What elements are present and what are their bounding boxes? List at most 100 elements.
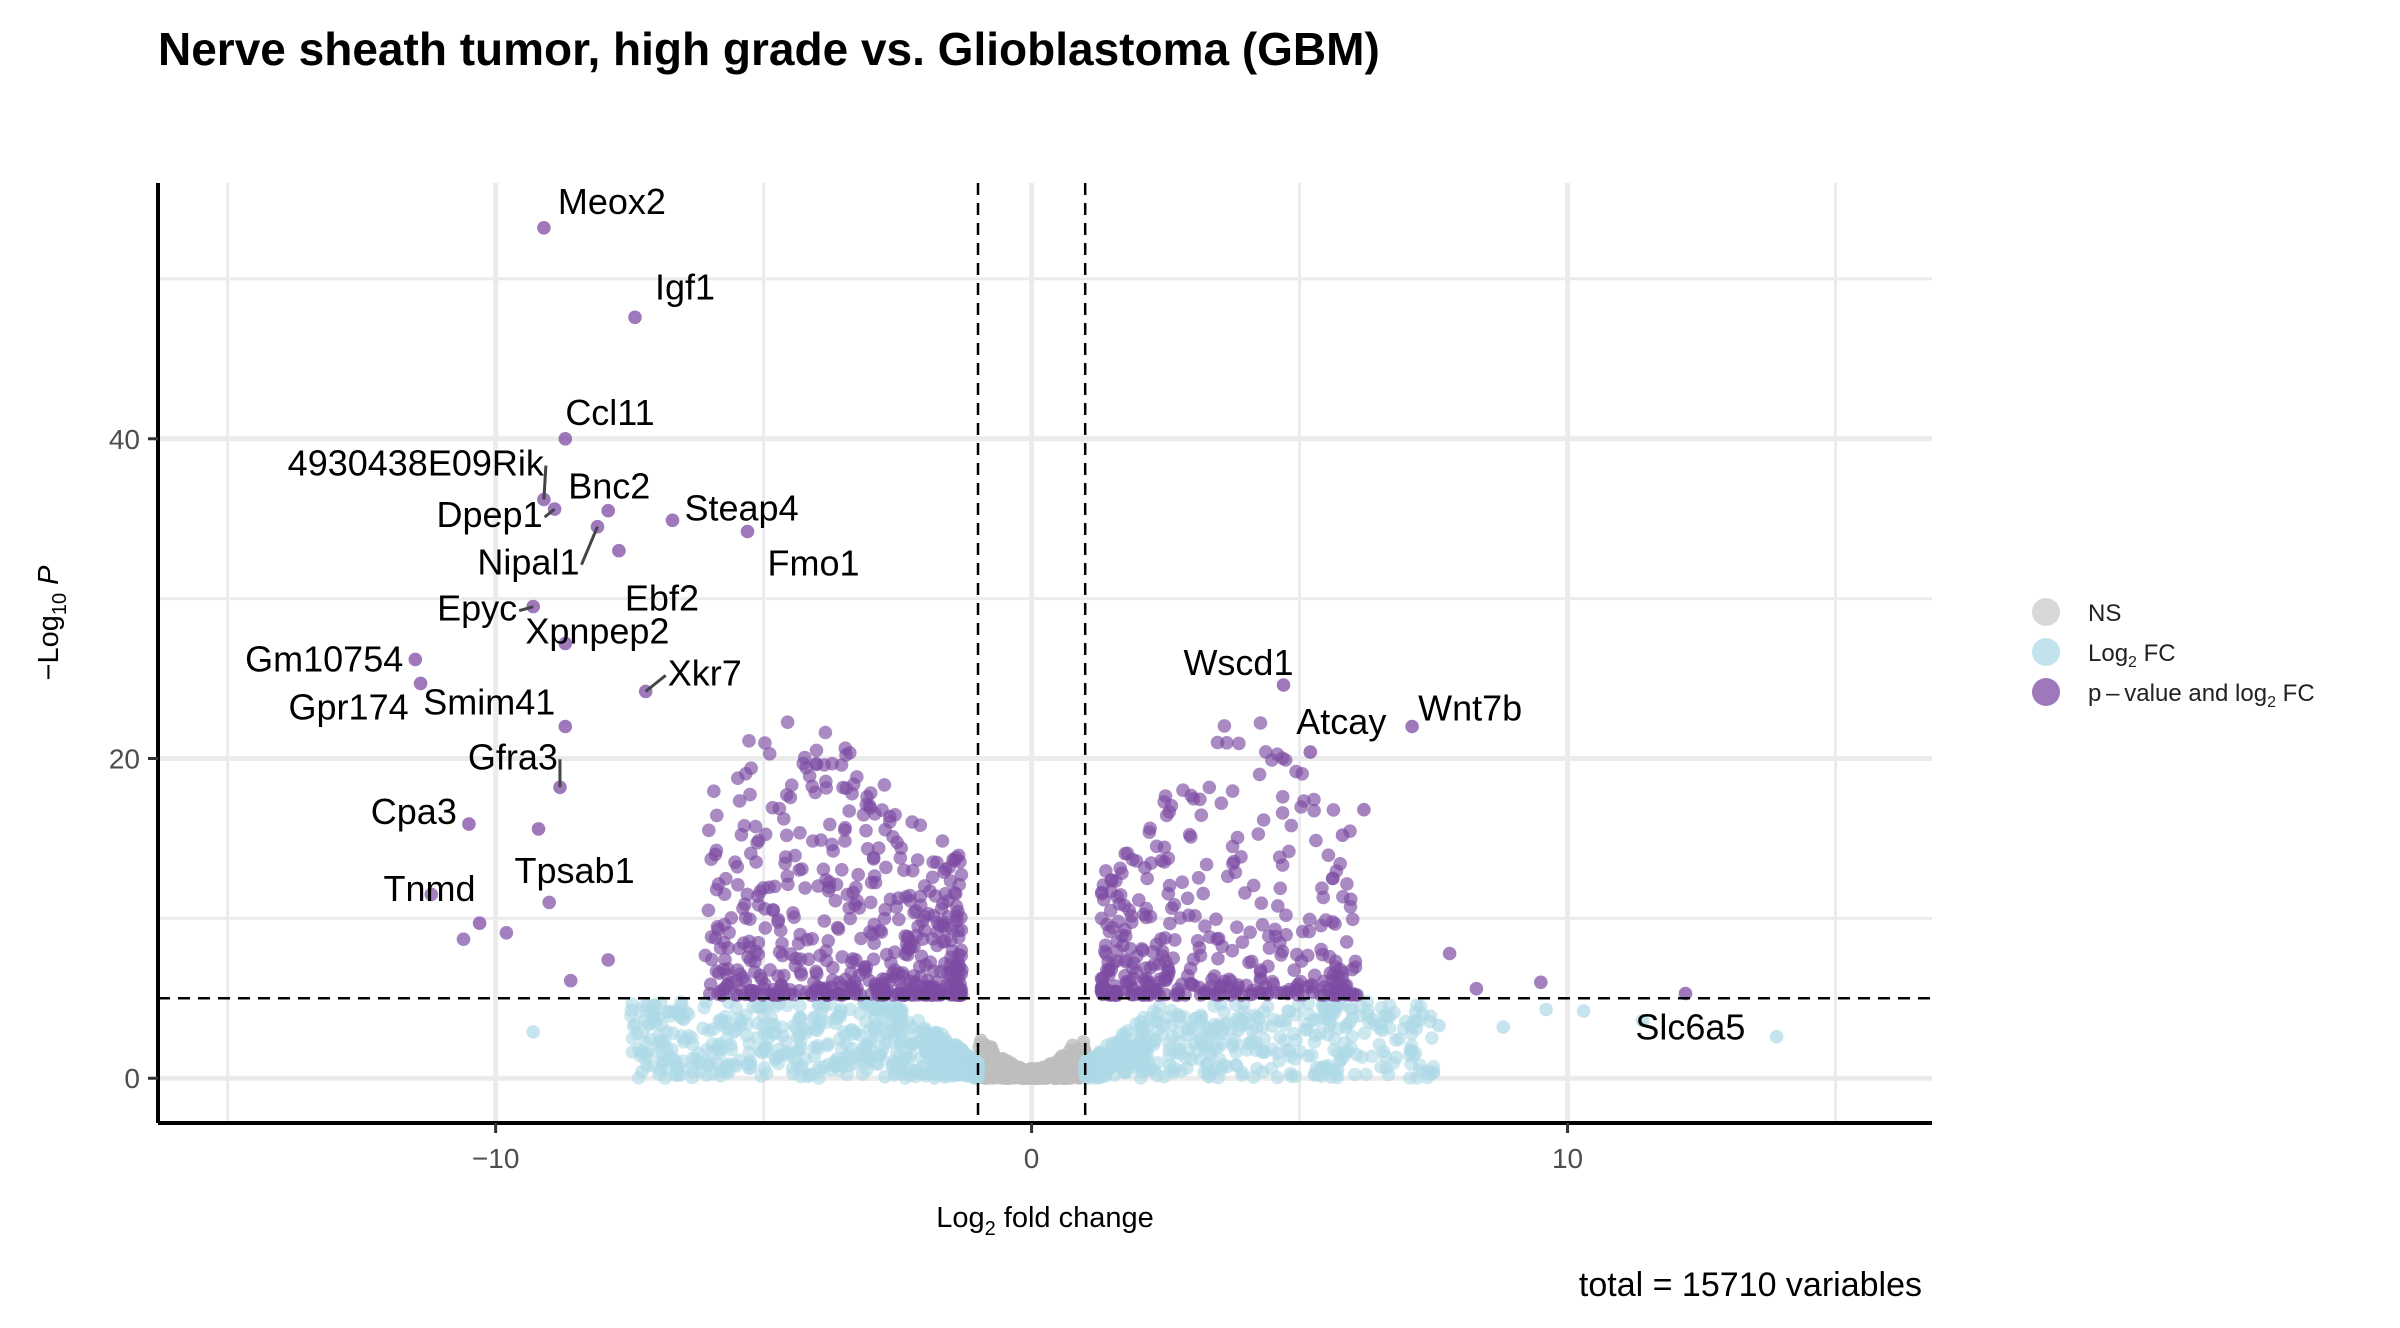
log2fc-point bbox=[817, 1059, 831, 1074]
log2fc-point bbox=[1166, 1065, 1181, 1080]
sig-point bbox=[731, 878, 745, 892]
sig-point bbox=[704, 952, 719, 967]
sig-point bbox=[859, 797, 874, 812]
sig-point bbox=[1225, 784, 1240, 798]
labeled-gene-point bbox=[537, 221, 551, 235]
sig-point bbox=[805, 779, 819, 794]
log2fc-point bbox=[1362, 1015, 1376, 1029]
gene-label: Fmo1 bbox=[768, 543, 860, 584]
sig-point bbox=[1235, 935, 1250, 949]
sig-point bbox=[954, 910, 968, 925]
sig-point bbox=[1275, 806, 1290, 820]
log2fc-point bbox=[1150, 1055, 1165, 1070]
sig-point bbox=[930, 925, 944, 939]
labeled-gene-point bbox=[558, 636, 573, 651]
sig-point bbox=[918, 923, 932, 938]
sig-point bbox=[800, 985, 814, 999]
gene-label: Smim41 bbox=[423, 682, 555, 723]
gene-label: Ccl11 bbox=[565, 392, 654, 433]
gene-label: Xkr7 bbox=[668, 652, 742, 693]
sig-point bbox=[848, 983, 862, 997]
sig-point bbox=[1101, 963, 1116, 978]
sig-point bbox=[1110, 934, 1125, 949]
log2fc-point bbox=[1769, 1029, 1784, 1044]
x-tick-label: −10 bbox=[472, 1143, 520, 1174]
labeled-gene-point bbox=[558, 432, 573, 446]
ns-point bbox=[1019, 1071, 1034, 1085]
log2fc-point bbox=[764, 1011, 779, 1025]
sig-point bbox=[1297, 794, 1311, 808]
sig-point bbox=[1295, 767, 1309, 781]
sig-point bbox=[601, 953, 615, 967]
sig-point bbox=[884, 956, 898, 970]
sig-point bbox=[707, 784, 721, 798]
sig-point bbox=[935, 834, 950, 848]
log2fc-point bbox=[643, 1032, 658, 1047]
log2fc-point bbox=[1359, 1067, 1373, 1082]
gene-label: Dpep1 bbox=[437, 494, 543, 535]
log2fc-point bbox=[526, 1025, 540, 1039]
sig-point bbox=[1253, 973, 1268, 987]
log2fc-point bbox=[1148, 1034, 1162, 1048]
log2fc-point bbox=[1396, 1021, 1411, 1036]
sig-point bbox=[1202, 780, 1217, 795]
log2fc-point bbox=[935, 1027, 949, 1041]
log2fc-point bbox=[958, 1048, 972, 1062]
sig-point bbox=[1301, 948, 1315, 963]
log2fc-point bbox=[820, 1038, 835, 1053]
sig-point bbox=[1210, 988, 1225, 1002]
log2fc-point bbox=[1272, 1054, 1286, 1068]
log2fc-point bbox=[652, 1067, 666, 1081]
sig-point bbox=[1180, 891, 1195, 906]
log2fc-point bbox=[969, 1064, 983, 1078]
log2fc-point bbox=[1409, 1021, 1424, 1036]
sig-point bbox=[1144, 856, 1158, 870]
sig-point bbox=[846, 885, 860, 900]
sig-point bbox=[1098, 944, 1112, 959]
log2fc-point bbox=[761, 998, 776, 1013]
sig-point bbox=[771, 915, 785, 929]
log2fc-point bbox=[657, 1035, 672, 1050]
sig-point bbox=[825, 837, 839, 852]
log2fc-point bbox=[1325, 1004, 1339, 1019]
log2fc-point bbox=[625, 1045, 640, 1059]
legend-swatch bbox=[2032, 638, 2060, 666]
log2fc-point bbox=[1635, 1013, 1650, 1028]
sig-point bbox=[1192, 980, 1207, 995]
ns-point bbox=[981, 1053, 996, 1068]
sig-point bbox=[1329, 960, 1343, 974]
sig-point bbox=[1284, 818, 1299, 833]
log2fc-point bbox=[1256, 1045, 1270, 1060]
log2fc-point bbox=[793, 999, 807, 1013]
log2fc-point bbox=[1152, 999, 1167, 1013]
sig-point bbox=[1469, 981, 1484, 996]
x-tick-label: 0 bbox=[1024, 1143, 1040, 1174]
sig-point bbox=[787, 910, 801, 924]
legend-label: NS bbox=[2088, 600, 2121, 627]
log2fc-point bbox=[1298, 1022, 1313, 1037]
sig-point bbox=[456, 932, 471, 946]
legend-swatch bbox=[2032, 678, 2060, 706]
log2fc-point bbox=[833, 1004, 848, 1019]
sig-point bbox=[1232, 736, 1246, 751]
label-connector bbox=[644, 674, 667, 693]
legend-label: p – value and log2 FC bbox=[2088, 680, 2315, 711]
sig-point bbox=[708, 847, 723, 862]
sig-point bbox=[843, 911, 857, 926]
log2fc-point bbox=[1277, 1033, 1292, 1048]
sig-point bbox=[845, 786, 859, 801]
log2fc-point bbox=[696, 1021, 710, 1035]
sig-point bbox=[809, 743, 824, 758]
sig-point bbox=[779, 828, 794, 843]
gene-label: Nipal1 bbox=[477, 542, 579, 583]
sig-point bbox=[1124, 915, 1139, 929]
sig-point bbox=[1173, 911, 1188, 925]
log2fc-point bbox=[1096, 1067, 1110, 1081]
log2fc-point bbox=[1177, 1010, 1191, 1024]
sig-point bbox=[746, 985, 760, 999]
labeled-gene-point bbox=[408, 652, 423, 667]
log2fc-point bbox=[811, 998, 826, 1012]
sig-point bbox=[1340, 877, 1354, 891]
labeled-gene-point bbox=[413, 676, 428, 691]
sig-point bbox=[563, 973, 578, 988]
